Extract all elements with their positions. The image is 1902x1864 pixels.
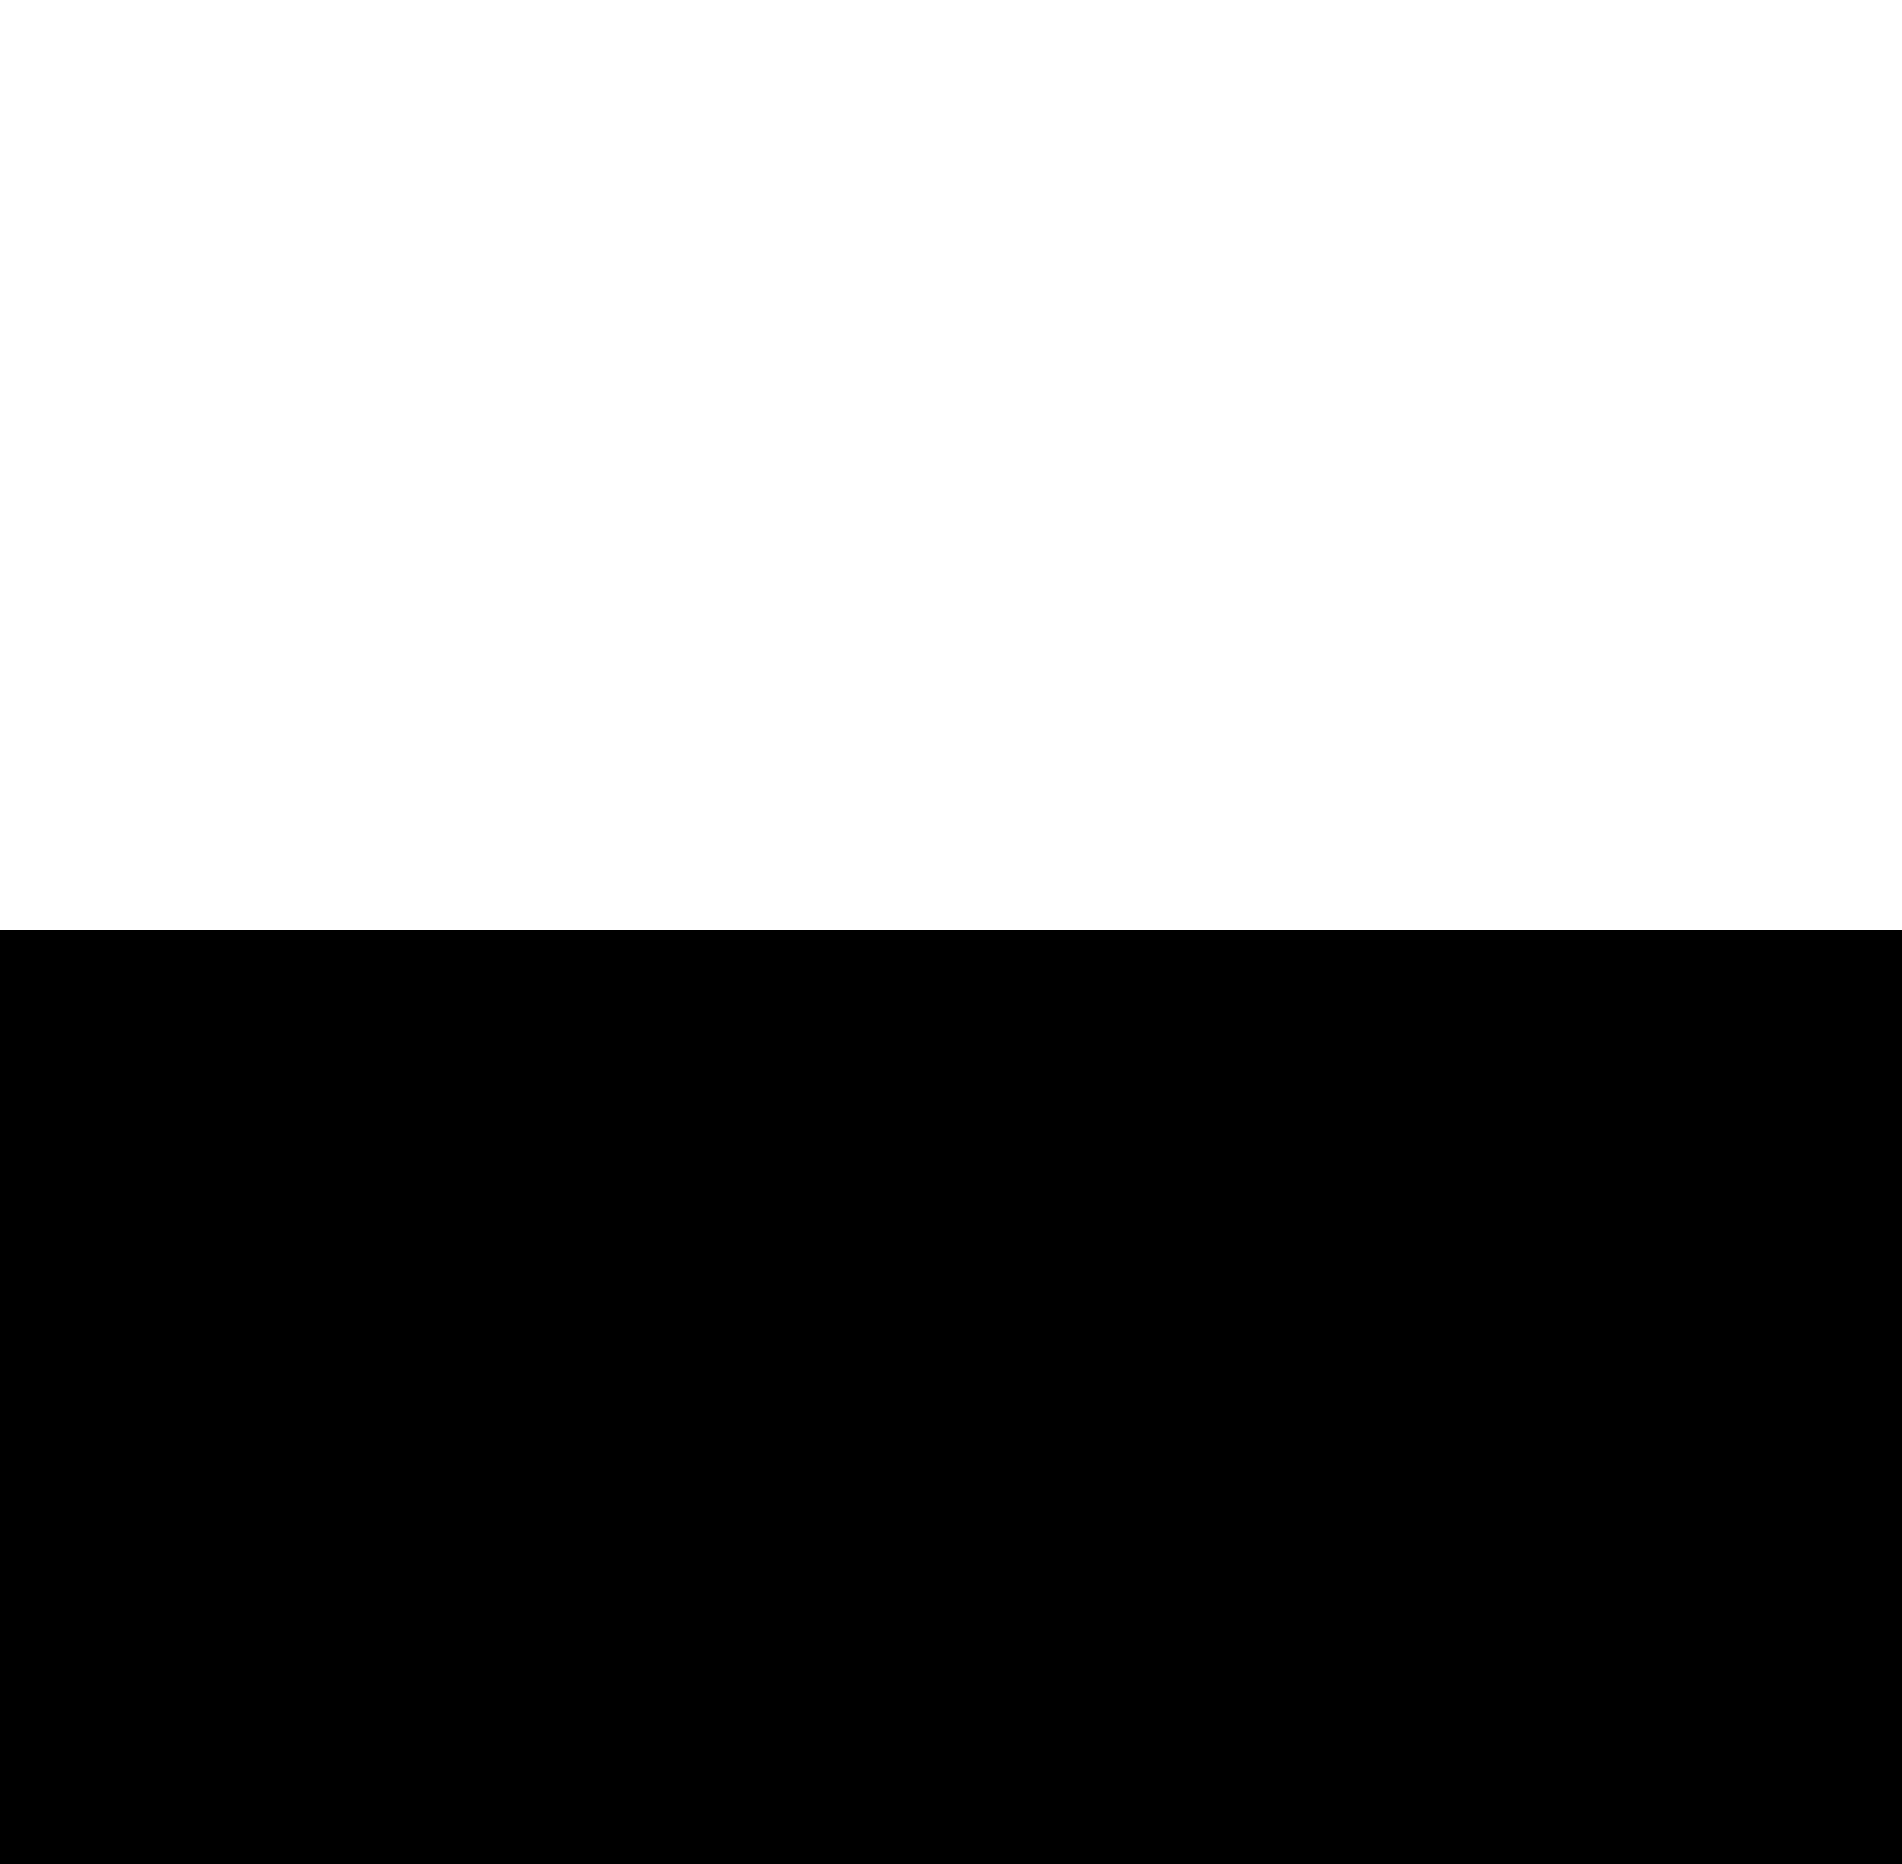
fog-map-panel (0, 930, 1902, 1864)
fog-of-war-map[interactable] (0, 930, 1902, 1864)
revealed-map-panel (0, 0, 1902, 915)
revealed-map[interactable] (2, 2, 1806, 902)
